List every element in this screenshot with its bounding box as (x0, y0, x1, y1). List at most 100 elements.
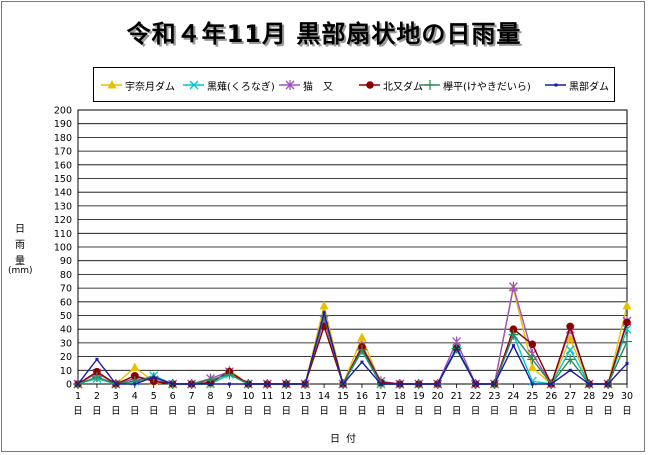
x-tick-suffix: 日 (603, 406, 613, 417)
x-tick-label: 21 (451, 391, 463, 402)
x-tick-label: 27 (564, 391, 576, 402)
legend-label: 猫 又 (303, 82, 333, 93)
data-point (209, 382, 213, 386)
data-point (379, 382, 383, 386)
legend-swatch (545, 83, 566, 87)
data-point (436, 382, 440, 386)
data-point (224, 369, 235, 380)
x-tick-label: 3 (113, 391, 119, 402)
x-axis-label: 日付 (330, 434, 362, 445)
x-tick-label: 20 (432, 391, 444, 402)
legend-marker (554, 83, 558, 87)
x-tick-label: 11 (261, 391, 273, 402)
legend-swatch (279, 80, 300, 90)
x-tick-label: 26 (545, 391, 557, 402)
x-tick-label: 1 (75, 391, 81, 402)
data-point (360, 360, 364, 364)
x-tick-label: 25 (526, 391, 538, 402)
legend-label: 欅平(けやきだいら) (443, 82, 531, 93)
x-tick-suffix: 日 (357, 406, 367, 417)
x-tick-suffix: 日 (452, 406, 462, 417)
y-axis-label-char: 日 (15, 224, 25, 235)
data-point (566, 322, 575, 331)
data-point (492, 382, 496, 386)
x-tick-suffix: 日 (528, 406, 538, 417)
y-axis-label: 日雨量 (9, 222, 31, 270)
y-tick-label: 0 (66, 380, 72, 391)
data-point (322, 311, 326, 315)
x-tick-suffix: 日 (565, 406, 575, 417)
data-point (398, 382, 402, 386)
data-point (417, 382, 421, 386)
x-tick-suffix: 日 (149, 406, 159, 417)
y-tick-label: 180 (54, 133, 72, 144)
y-tick-label: 70 (60, 284, 72, 295)
data-point (565, 333, 575, 343)
x-tick-suffix: 日 (111, 406, 121, 417)
x-tick-suffix: 日 (509, 406, 519, 417)
y-tick-label: 10 (60, 366, 72, 377)
y-tick-label: 20 (60, 352, 72, 363)
x-tick-suffix: 日 (319, 406, 329, 417)
legend-marker (366, 81, 374, 89)
x-tick-label: 24 (507, 391, 519, 402)
legend-label: 北又ダム (383, 82, 423, 93)
data-point (622, 336, 632, 347)
x-tick-label: 4 (132, 391, 138, 402)
data-point (530, 382, 534, 386)
data-point (568, 368, 572, 372)
legend-marker (285, 80, 295, 90)
data-point (528, 340, 537, 349)
x-tick-label: 9 (226, 391, 232, 402)
x-tick-label: 14 (318, 391, 330, 402)
legend-swatch (419, 80, 440, 90)
x-tick-suffix: 日 (584, 406, 594, 417)
legend-swatch (101, 80, 122, 89)
x-tick-suffix: 日 (225, 406, 235, 417)
x-tick-suffix: 日 (206, 406, 216, 417)
x-tick-label: 7 (189, 391, 195, 402)
x-tick-suffix: 日 (300, 406, 310, 417)
series-line (77, 310, 628, 386)
data-point (95, 357, 99, 361)
y-tick-label: 140 (54, 188, 72, 199)
y-tick-label: 100 (54, 243, 72, 254)
x-tick-label: 22 (470, 391, 482, 402)
data-point (246, 382, 250, 386)
x-tick-suffix: 日 (281, 406, 291, 417)
data-point (527, 362, 537, 372)
x-tick-suffix: 日 (73, 406, 83, 417)
x-tick-label: 12 (280, 391, 292, 402)
x-tick-suffix: 日 (414, 406, 424, 417)
data-point (341, 382, 345, 386)
x-tick-suffix: 日 (433, 406, 443, 417)
x-tick-label: 13 (299, 391, 311, 402)
legend-label: 黒部ダム (569, 82, 609, 93)
x-tick-suffix: 日 (338, 406, 348, 417)
data-point (319, 300, 329, 310)
x-tick-label: 8 (207, 391, 213, 402)
x-tick-suffix: 日 (395, 406, 405, 417)
legend-marker (189, 80, 199, 90)
x-tick-suffix: 日 (490, 406, 500, 417)
x-tick-label: 29 (602, 391, 614, 402)
data-point (76, 382, 80, 386)
legend-swatch (359, 81, 380, 89)
legend-marker (425, 80, 435, 90)
x-tick-label: 10 (242, 391, 254, 402)
data-point (130, 362, 140, 372)
data-point (508, 281, 518, 292)
data-point (587, 382, 591, 386)
data-point (511, 344, 515, 348)
y-tick-label: 190 (54, 119, 72, 130)
data-point (265, 382, 269, 386)
x-tick-suffix: 日 (471, 406, 481, 417)
data-point (152, 375, 156, 379)
x-tick-label: 15 (337, 391, 349, 402)
y-tick-label: 120 (54, 215, 72, 226)
y-tick-label: 200 (54, 106, 72, 117)
x-tick-label: 30 (621, 391, 633, 402)
x-tick-label: 23 (488, 391, 500, 402)
x-tick-label: 5 (151, 391, 157, 402)
